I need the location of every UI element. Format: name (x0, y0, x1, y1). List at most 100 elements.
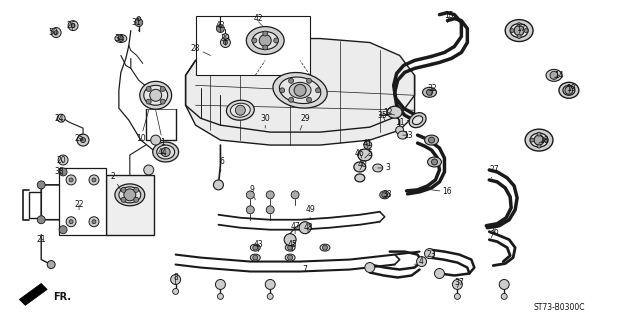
Text: 23: 23 (427, 250, 440, 260)
Circle shape (66, 175, 76, 185)
Circle shape (135, 19, 143, 27)
Circle shape (118, 36, 124, 42)
Circle shape (235, 105, 246, 115)
Text: 7: 7 (300, 261, 308, 274)
Circle shape (306, 78, 311, 83)
Text: 42: 42 (253, 14, 263, 23)
Text: 13: 13 (403, 131, 412, 140)
Circle shape (161, 148, 170, 156)
Circle shape (223, 34, 228, 40)
Circle shape (151, 135, 161, 145)
Text: 20: 20 (56, 156, 66, 164)
Circle shape (263, 31, 268, 36)
Text: 10: 10 (136, 110, 149, 143)
Circle shape (417, 257, 427, 267)
Ellipse shape (285, 244, 295, 251)
Polygon shape (19, 284, 47, 305)
Text: 26: 26 (66, 21, 76, 31)
Circle shape (524, 28, 528, 33)
Circle shape (37, 216, 45, 224)
Circle shape (517, 35, 521, 38)
Text: 19: 19 (566, 84, 575, 93)
Circle shape (267, 293, 273, 300)
Circle shape (253, 255, 258, 260)
Text: 47: 47 (290, 222, 300, 234)
Ellipse shape (424, 135, 438, 145)
Text: 18: 18 (539, 136, 549, 145)
Text: 43: 43 (253, 240, 263, 252)
Circle shape (322, 245, 327, 250)
Ellipse shape (373, 164, 383, 172)
Ellipse shape (230, 103, 250, 117)
Ellipse shape (409, 113, 426, 128)
Ellipse shape (546, 69, 562, 81)
Circle shape (299, 222, 311, 234)
Circle shape (252, 38, 256, 43)
Polygon shape (186, 38, 415, 145)
Ellipse shape (250, 244, 260, 251)
Text: 35: 35 (378, 111, 388, 120)
Circle shape (134, 188, 138, 192)
Circle shape (47, 260, 55, 268)
Text: 46: 46 (355, 148, 365, 158)
Circle shape (68, 20, 78, 31)
Circle shape (266, 191, 274, 199)
Text: 44: 44 (158, 148, 168, 156)
Circle shape (537, 144, 541, 148)
Ellipse shape (289, 82, 311, 98)
Text: 14: 14 (554, 71, 564, 80)
Ellipse shape (422, 87, 436, 97)
Ellipse shape (152, 142, 179, 162)
Circle shape (89, 217, 99, 227)
Text: 30: 30 (260, 114, 270, 128)
Ellipse shape (358, 149, 372, 161)
Ellipse shape (157, 145, 175, 159)
Circle shape (288, 245, 293, 250)
Ellipse shape (380, 191, 390, 199)
Circle shape (92, 178, 96, 182)
Text: 45: 45 (287, 240, 297, 252)
Circle shape (382, 192, 388, 198)
Circle shape (265, 279, 275, 289)
Text: 42: 42 (216, 21, 225, 33)
Text: 32: 32 (427, 84, 437, 95)
Circle shape (550, 71, 558, 79)
Ellipse shape (510, 24, 528, 37)
Circle shape (274, 38, 279, 43)
Circle shape (92, 220, 96, 224)
Circle shape (266, 206, 274, 214)
Text: 38: 38 (54, 167, 64, 176)
Text: 40: 40 (358, 160, 367, 170)
Circle shape (121, 188, 126, 192)
Circle shape (517, 23, 521, 27)
Circle shape (534, 135, 544, 145)
Circle shape (160, 86, 165, 92)
Ellipse shape (387, 106, 402, 118)
Circle shape (294, 84, 306, 96)
Ellipse shape (246, 27, 284, 54)
Circle shape (134, 197, 138, 202)
Text: 25: 25 (74, 133, 84, 143)
Circle shape (216, 25, 225, 33)
Text: 3: 3 (378, 164, 390, 172)
Circle shape (316, 88, 320, 93)
Circle shape (144, 165, 154, 175)
Ellipse shape (279, 77, 321, 104)
Circle shape (216, 279, 225, 289)
Circle shape (51, 28, 61, 37)
Circle shape (288, 255, 293, 260)
Bar (195, 16, 310, 76)
Ellipse shape (144, 85, 168, 105)
Ellipse shape (412, 116, 423, 124)
Circle shape (365, 262, 375, 273)
Circle shape (424, 249, 434, 259)
Circle shape (137, 17, 141, 20)
Text: 34: 34 (114, 34, 124, 43)
Text: 8: 8 (174, 273, 178, 284)
Circle shape (454, 293, 461, 300)
Ellipse shape (559, 82, 579, 98)
Text: 4: 4 (415, 257, 424, 266)
Text: 41: 41 (363, 139, 373, 148)
Circle shape (501, 293, 507, 300)
Ellipse shape (530, 133, 548, 147)
